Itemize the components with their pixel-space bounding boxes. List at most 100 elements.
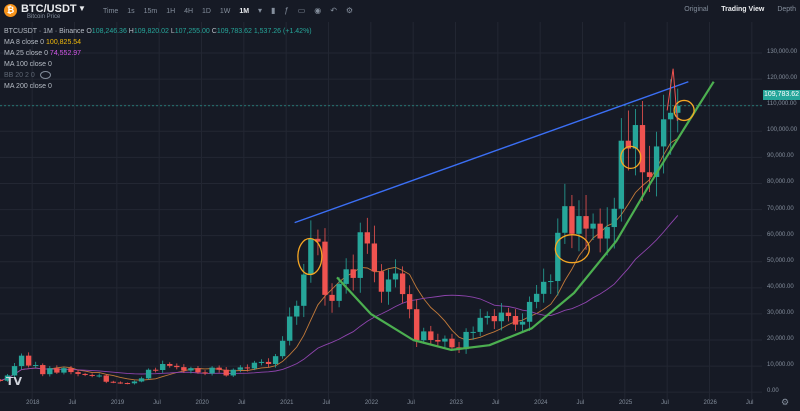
legend-ma25[interactable]: MA 25 close 0 74,552.97 [4,48,312,59]
symbol-selector[interactable]: BTC/USDT [21,3,77,15]
time-tick-label: 2020 [195,400,209,406]
candle-body [660,119,667,147]
candle-body [279,340,286,357]
tf-1w[interactable]: 1W [219,8,231,15]
legend-ma200[interactable]: MA 200 close 0 [4,81,312,92]
candle-body [597,223,603,239]
eye-icon[interactable] [39,71,51,80]
candle-body [174,365,180,368]
price-chart[interactable] [0,22,800,411]
ohlc-open-label: O [86,28,92,35]
candle-body [371,243,378,272]
ma100-label: MA 100 close 0 [4,61,52,68]
time-tick-label: 2018 [26,400,40,406]
candle-body [625,140,632,149]
indicators-icon[interactable]: ƒ [284,6,289,15]
candle-body [40,365,46,375]
candle-body [421,331,427,341]
tf-1d[interactable]: 1D [202,8,211,15]
candle-body [611,208,617,228]
price-tick-label: 90,000.00 [767,153,794,160]
candle-body [463,331,469,350]
candle-body [604,227,610,239]
top-toolbar: ₿ BTC/USDT ▼ Bitcoin Price Time 1s 15m 1… [0,0,800,22]
timeframe-bar: Time 1s 15m 1H 4H 1D 1W 1M ▾ ▮ ƒ ▭ ◉ ↶ ⚙ [103,6,360,15]
view-trading-view[interactable]: Trading View [721,6,765,13]
candle-body [244,367,251,369]
highlight-circle [554,234,590,264]
ma200-label: MA 200 close 0 [4,83,52,90]
legend-symbol-title: BTCUSDT · 1M · Binance [4,28,85,35]
candle-body [117,382,124,384]
candle-body [18,355,25,367]
candle-body [223,369,229,376]
candle-body [160,364,166,370]
ma25-label: MA 25 close 0 [4,50,48,57]
candle-body [449,338,455,348]
price-tick-label: 30,000.00 [767,309,794,316]
candle-body [364,232,370,244]
candle-body [4,375,11,381]
ma8-label: MA 8 close 0 [4,39,45,46]
time-tick-label: Jul [407,400,415,406]
legend-ma8[interactable]: MA 8 close 0 100,825.54 [4,37,312,48]
candle-body [491,316,497,322]
candle-body [675,105,681,113]
view-original[interactable]: Original [684,6,709,13]
ohlc-low-label: L [170,28,175,35]
time-tick-label: 2024 [534,400,548,406]
candle-type-icon[interactable]: ▮ [271,6,276,15]
candle-body [145,369,152,379]
candle-body [265,361,272,364]
tf-1h[interactable]: 1H [166,8,176,15]
candle-body [322,241,328,295]
view-depth[interactable]: Depth [777,6,796,13]
candle-body [110,381,116,383]
ma8-value: 100,825.54 [46,39,82,46]
candle-body [343,269,349,284]
candle-body [25,355,32,366]
candle-body [272,356,279,364]
candle-body [188,368,194,371]
candle-body [54,368,60,373]
candle-body [68,368,74,373]
ohlc-close: 109,783.62 [216,28,252,35]
tf-4h[interactable]: 4H [184,8,194,15]
ohlc-close-label: C [211,28,217,35]
candle-body [548,281,554,283]
layout-icon[interactable]: ▭ [297,6,306,15]
candle-body [357,232,363,278]
tf-time[interactable]: Time [103,8,119,15]
legend-bb[interactable]: BB 20 2 0 [4,70,312,81]
dropdown-icon[interactable]: ▾ [258,6,263,15]
gear-icon[interactable]: ⚙ [781,397,790,407]
chevron-down-icon[interactable]: ▼ [78,4,86,13]
time-tick-label: 2021 [280,400,294,406]
tf-15m[interactable]: 15m [143,8,158,15]
undo-icon[interactable]: ↶ [330,6,337,15]
tf-1s[interactable]: 1s [127,8,135,15]
tradingview-logo-icon[interactable]: 𝗧𝗩 [6,376,23,388]
candle-body [428,331,434,340]
candle-body [590,223,596,229]
candle-body [336,283,342,301]
camera-icon[interactable]: ◉ [314,6,322,15]
candle-body [230,369,236,376]
time-tick-label: Jul [322,400,331,406]
candle-body [505,312,512,316]
price-tick-label: 100,000.00 [767,127,798,134]
candle-body [124,383,131,385]
tf-1m[interactable]: 1M [239,8,250,15]
time-tick-label: Jul [661,400,669,406]
price-tick-label: 20,000.00 [767,336,794,342]
candle-body [103,375,109,382]
price-tick-label: 60,000.00 [767,231,794,238]
candle-body [498,312,505,322]
candle-body [315,238,321,242]
legend-ma100[interactable]: MA 100 close 0 [4,59,312,70]
symbol-subtitle: Bitcoin Price [27,14,61,20]
candle-body [301,274,307,306]
price-tick-label: 110,000.00 [767,101,797,108]
settings-icon[interactable]: ⚙ [345,6,354,15]
candle-body [258,361,265,363]
